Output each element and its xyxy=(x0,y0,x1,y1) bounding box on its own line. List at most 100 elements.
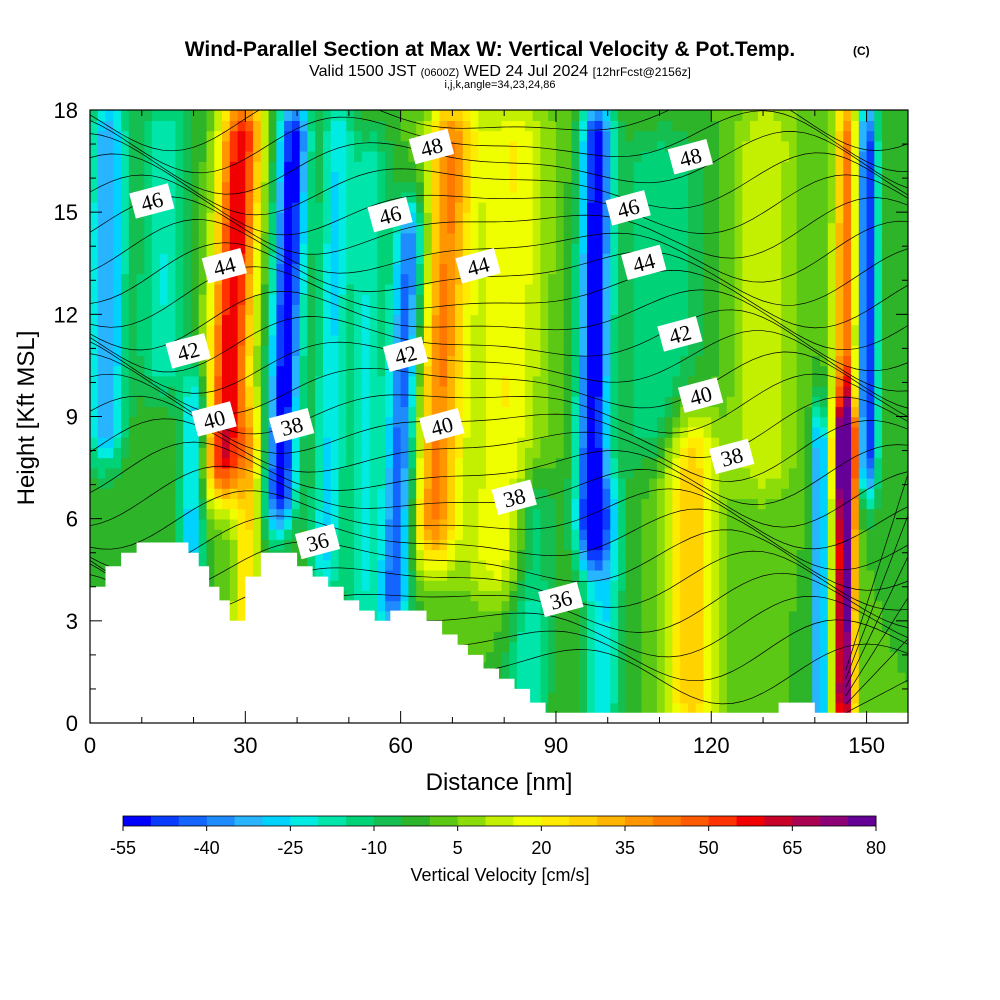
field-cell xyxy=(136,406,146,418)
field-cell xyxy=(672,498,681,510)
field-cell xyxy=(346,467,355,479)
field-cell xyxy=(664,488,674,499)
field-cell xyxy=(649,232,658,244)
field-cell xyxy=(711,682,720,694)
field-cell xyxy=(206,232,216,244)
field-cell xyxy=(486,661,495,673)
field-cell xyxy=(695,447,705,459)
field-cell xyxy=(346,201,355,213)
field-cell xyxy=(563,191,573,203)
field-cell xyxy=(97,539,107,551)
field-cell xyxy=(354,324,363,336)
field-cell xyxy=(291,385,301,397)
field-cell xyxy=(486,590,495,602)
field-cell xyxy=(284,273,293,285)
field-cell xyxy=(136,150,146,162)
field-cell xyxy=(579,120,588,132)
field-cell xyxy=(423,600,433,612)
field-cell xyxy=(649,150,658,162)
field-cell xyxy=(167,365,177,377)
field-cell xyxy=(152,385,161,397)
field-cell xyxy=(323,140,332,152)
field-cell xyxy=(385,569,394,581)
field-cell xyxy=(175,467,184,479)
field-cell xyxy=(315,375,324,387)
field-cell xyxy=(563,559,573,571)
field-cell xyxy=(641,365,650,377)
field-cell xyxy=(159,498,169,510)
field-cell xyxy=(672,181,681,193)
field-cell xyxy=(183,447,192,459)
field-cell xyxy=(307,314,316,326)
field-cell xyxy=(610,110,619,121)
field-cell xyxy=(385,304,394,316)
field-cell xyxy=(726,293,736,305)
field-cell xyxy=(587,385,596,397)
field-cell xyxy=(136,426,146,438)
field-cell xyxy=(524,528,534,540)
field-cell xyxy=(431,467,441,479)
field-cell xyxy=(423,528,433,540)
field-cell xyxy=(587,498,596,510)
field-cell xyxy=(144,518,153,530)
field-cell xyxy=(493,477,503,489)
field-cell xyxy=(284,171,293,183)
field-cell xyxy=(540,345,549,356)
field-cell xyxy=(136,396,146,408)
field-cell xyxy=(183,191,192,203)
field-cell xyxy=(431,201,441,213)
field-cell xyxy=(90,120,99,132)
field-cell xyxy=(524,120,534,132)
field-cell xyxy=(594,120,604,132)
field-cell xyxy=(540,457,549,469)
field-cell xyxy=(618,426,627,438)
field-cell xyxy=(548,498,557,510)
field-cell xyxy=(237,201,247,213)
field-cell xyxy=(431,355,441,367)
field-cell xyxy=(385,283,394,295)
field-cell xyxy=(354,518,363,530)
field-cell xyxy=(602,590,612,602)
field-cell xyxy=(633,651,643,663)
field-cell xyxy=(323,467,332,479)
field-cell xyxy=(455,457,464,469)
field-cell xyxy=(447,365,456,377)
field-cell xyxy=(524,345,534,356)
field-cell xyxy=(602,508,612,520)
field-cell xyxy=(447,580,456,591)
field-cell xyxy=(97,253,107,264)
field-cell xyxy=(229,140,239,152)
field-cell xyxy=(602,447,612,459)
field-cell xyxy=(579,324,588,336)
field-cell xyxy=(90,457,99,469)
field-cell xyxy=(229,580,239,591)
field-cell xyxy=(711,293,720,305)
field-cell xyxy=(610,253,619,264)
field-cell xyxy=(400,263,410,275)
field-cell xyxy=(128,518,138,530)
field-cell xyxy=(618,365,627,377)
field-cell xyxy=(97,375,107,387)
field-cell xyxy=(175,110,184,121)
field-cell xyxy=(641,539,650,551)
field-cell xyxy=(400,416,410,428)
field-cell xyxy=(260,150,270,162)
field-cell xyxy=(625,283,635,295)
field-cell xyxy=(237,283,247,295)
field-cell xyxy=(656,671,666,683)
field-cell xyxy=(152,110,161,121)
field-cell xyxy=(183,314,192,326)
field-cell xyxy=(532,620,542,632)
field-cell xyxy=(587,682,596,694)
field-cell xyxy=(455,171,464,183)
field-cell xyxy=(377,488,386,499)
field-cell xyxy=(524,549,534,561)
field-cell xyxy=(315,467,324,479)
field-cell xyxy=(385,416,394,428)
field-cell xyxy=(144,242,153,254)
field-cell xyxy=(656,171,666,183)
field-cell xyxy=(152,232,161,244)
field-cell xyxy=(517,600,526,612)
field-cell xyxy=(206,222,216,234)
field-cell xyxy=(128,253,138,264)
